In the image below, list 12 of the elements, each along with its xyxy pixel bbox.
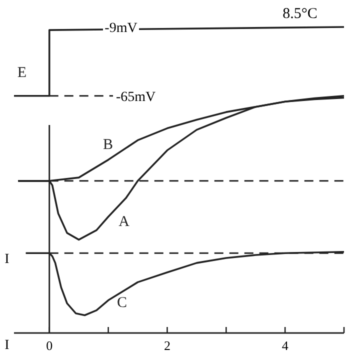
series-label: E [17, 65, 27, 81]
chart-title: 8.5°C [282, 6, 318, 22]
text: I [4, 338, 10, 353]
series-label: B [102, 137, 114, 153]
x-tick-label: 0 [46, 338, 53, 353]
x-tick-label: 2 [164, 338, 170, 353]
text: I [4, 252, 10, 267]
x-tick-label: 4 [282, 338, 289, 353]
annotation: -9mV [104, 21, 138, 36]
series-label: C [116, 295, 128, 311]
series-label: A [118, 214, 130, 230]
ref-line-label: -65mV [116, 90, 156, 105]
